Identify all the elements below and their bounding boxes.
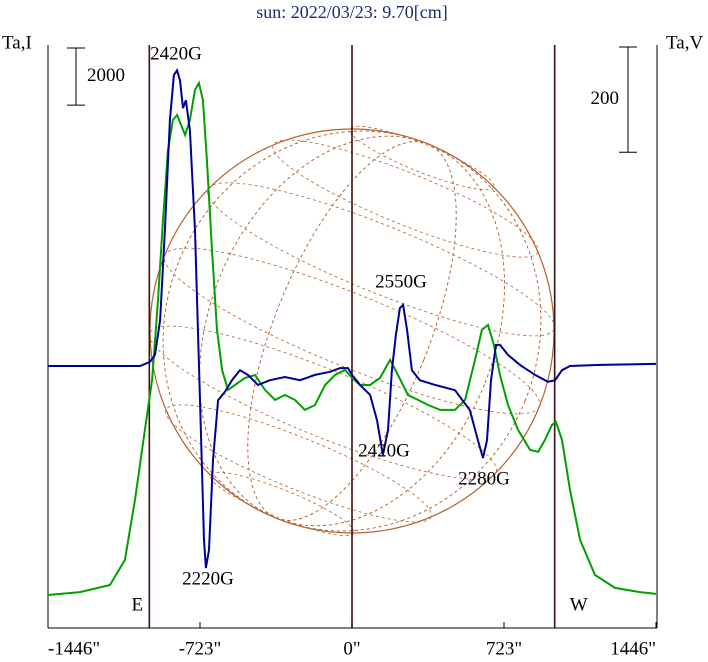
- parallel: [163, 247, 541, 415]
- meridian: [162, 130, 542, 532]
- parallel: [149, 325, 497, 480]
- annotation: 2420G: [150, 43, 202, 64]
- x-tick-label: -723": [179, 638, 222, 659]
- meridian: [199, 135, 505, 527]
- x-tick-label: 1446": [610, 638, 656, 659]
- x-tick-label: -1446": [48, 638, 100, 659]
- parallel: [272, 139, 539, 258]
- parallel: [207, 182, 555, 337]
- parallel: [209, 471, 355, 537]
- y2-axis-label: Ta,V: [666, 32, 703, 53]
- limb-label: W: [570, 594, 588, 615]
- parallel: [165, 404, 432, 523]
- annotation: 2280G: [458, 468, 510, 489]
- annotation: 2420G: [358, 440, 410, 461]
- data-line: [48, 67, 657, 569]
- chart-title: sun: 2022/03/23: 9.70[cm]: [256, 2, 448, 22]
- y-axis-label: Ta,I: [2, 32, 32, 53]
- limb-label: E: [132, 594, 144, 615]
- scale-label: 200: [591, 88, 620, 109]
- x-tick-label: 723": [486, 638, 522, 659]
- annotation: 2220G: [182, 568, 234, 589]
- parallel: [349, 125, 495, 191]
- scale-label: 2000: [87, 65, 125, 86]
- data-line: [47, 80, 657, 596]
- x-tick-label: 0": [343, 638, 360, 659]
- annotation: 2550G: [375, 271, 427, 292]
